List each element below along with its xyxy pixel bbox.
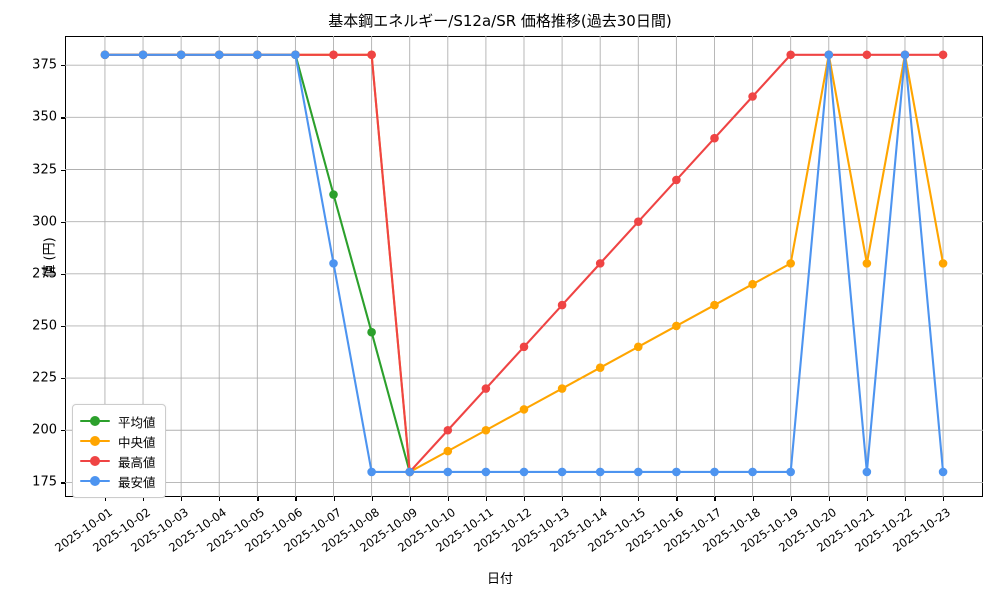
x-tick-mark: [371, 497, 373, 501]
x-tick-mark: [676, 497, 678, 501]
x-tick-mark: [866, 497, 869, 501]
x-tick-mark: [104, 497, 107, 501]
plot-area: [65, 36, 983, 497]
legend-marker-icon: [80, 474, 110, 488]
legend-item-2[interactable]: 最高値: [80, 451, 156, 471]
y-tick-label: 175: [32, 474, 57, 490]
y-tick-label: 300: [32, 214, 57, 230]
y-tick-label: 350: [32, 109, 57, 125]
legend-label: 最高値: [118, 454, 156, 470]
x-tick-mark: [562, 497, 564, 501]
y-tick-mark: [61, 430, 65, 432]
y-tick-mark: [61, 482, 65, 484]
x-tick-mark: [295, 497, 297, 501]
legend-marker-icon: [80, 454, 110, 468]
x-tick-mark: [447, 497, 449, 501]
y-tick-label: 200: [32, 422, 57, 438]
x-tick-mark: [485, 497, 488, 501]
x-tick-mark: [600, 497, 602, 501]
chart-title: 基本鋼エネルギー/S12a/SR 価格推移(過去30日間): [328, 12, 672, 30]
x-tick-mark: [409, 497, 411, 501]
x-tick-mark: [143, 497, 145, 501]
y-tick-label: 325: [32, 162, 57, 177]
legend-label: 平均値: [118, 414, 156, 430]
y-tick-label: 250: [32, 318, 57, 334]
legend-label: 中央値: [118, 434, 156, 450]
x-tick-mark: [790, 497, 792, 501]
legend-label: 最安値: [118, 474, 156, 490]
y-tick-label: 275: [32, 266, 57, 282]
legend-item-3[interactable]: 最安値: [80, 471, 156, 491]
y-tick-mark: [61, 169, 65, 171]
y-tick-mark: [61, 325, 65, 328]
chart-legend: 平均値中央値最高値最安値: [72, 404, 166, 498]
x-axis-label: 日付: [486, 572, 513, 587]
legend-marker-icon: [80, 434, 110, 448]
x-tick-mark: [181, 497, 183, 501]
y-tick-label: 225: [32, 370, 57, 386]
y-tick-mark: [61, 221, 65, 223]
x-tick-mark: [714, 497, 716, 501]
x-tick-mark: [904, 497, 907, 501]
legend-marker-icon: [80, 414, 110, 428]
x-tick-mark: [828, 497, 830, 501]
x-tick-mark: [333, 497, 335, 501]
y-tick-label: 375: [32, 57, 57, 73]
legend-item-1[interactable]: 中央値: [80, 431, 156, 451]
y-tick-mark: [61, 117, 65, 119]
x-tick-mark: [943, 497, 945, 501]
legend-item-0[interactable]: 平均値: [80, 411, 156, 431]
x-tick-mark: [524, 497, 526, 501]
y-tick-mark: [61, 273, 65, 275]
x-tick-mark: [219, 497, 221, 501]
x-tick-mark: [638, 497, 640, 501]
x-tick-mark: [752, 497, 754, 501]
y-tick-mark: [61, 378, 65, 380]
x-tick-mark: [257, 497, 259, 501]
y-tick-mark: [61, 65, 65, 67]
